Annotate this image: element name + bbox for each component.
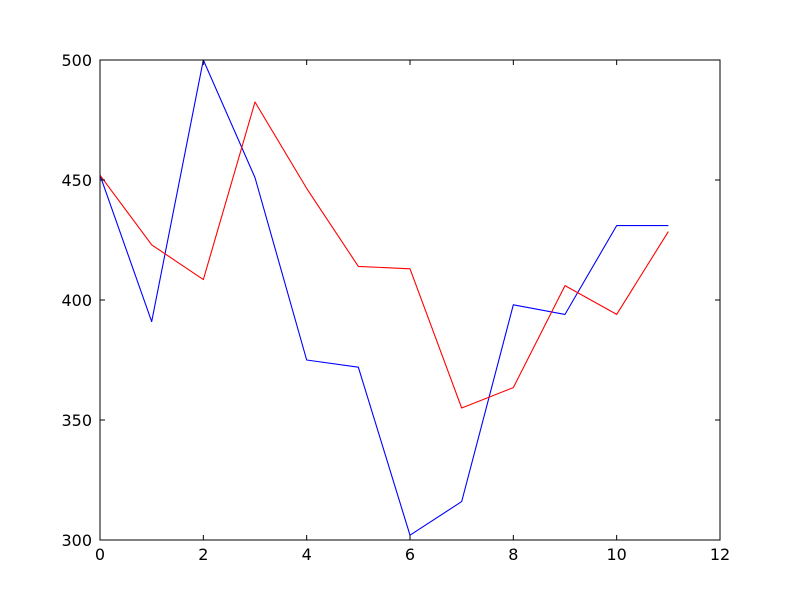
series-1-line <box>99 59 669 536</box>
series-2-line <box>99 101 669 409</box>
plot-area <box>100 60 720 540</box>
y-tick-label: 450 <box>61 171 92 190</box>
y-tick-label: 400 <box>61 291 92 310</box>
x-tick-label: 0 <box>95 545 105 564</box>
x-tick-label: 4 <box>302 545 312 564</box>
x-tick-label: 8 <box>508 545 518 564</box>
y-tick-label: 300 <box>61 531 92 550</box>
plot-frame <box>99 59 721 541</box>
x-tick-label: 2 <box>198 545 208 564</box>
series-layer <box>99 59 669 536</box>
x-tick-label: 6 <box>405 545 415 564</box>
y-tick-label: 500 <box>61 51 92 70</box>
y-tick-label: 350 <box>61 411 92 430</box>
x-tick-label: 12 <box>710 545 730 564</box>
x-tick-label: 10 <box>606 545 626 564</box>
